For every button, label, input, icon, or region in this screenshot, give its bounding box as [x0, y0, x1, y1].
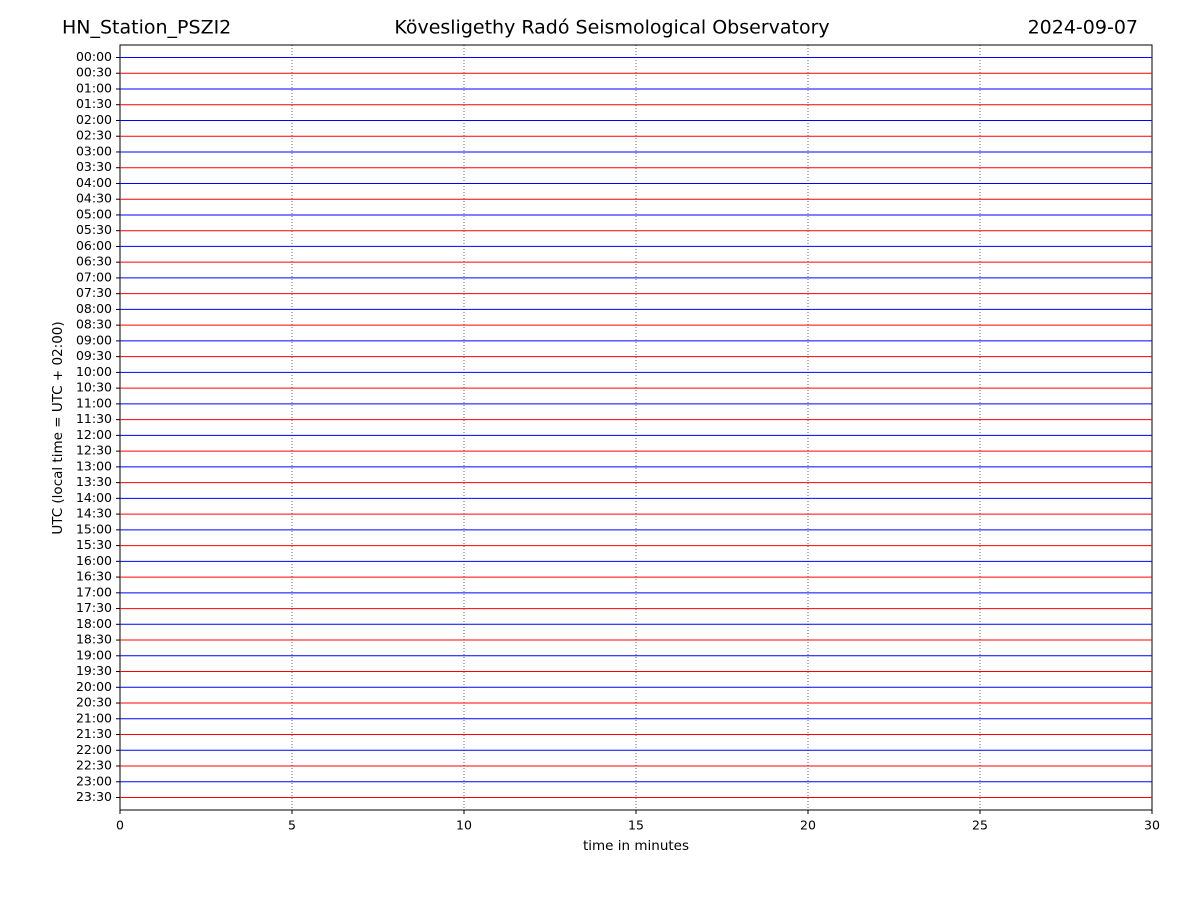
y-tick-label: 01:00	[76, 80, 112, 95]
y-tick-label: 00:30	[76, 65, 112, 80]
x-tick-label: 30	[1144, 818, 1160, 833]
station-title: HN_Station_PSZI2	[62, 17, 231, 39]
y-tick-label: 03:30	[76, 159, 112, 174]
y-tick-label: 14:30	[76, 506, 112, 521]
y-tick-label: 20:00	[76, 679, 112, 694]
y-tick-label: 11:30	[76, 411, 112, 426]
y-tick-label: 22:30	[76, 758, 112, 773]
y-axis-label: UTC (local time = UTC + 02:00)	[50, 321, 66, 534]
y-tick-label: 12:00	[76, 427, 112, 442]
y-tick-label: 02:30	[76, 128, 112, 143]
y-tick-label: 16:00	[76, 553, 112, 568]
y-tick-label: 09:30	[76, 348, 112, 363]
y-tick-label: 08:30	[76, 317, 112, 332]
x-axis-label: time in minutes	[583, 838, 689, 854]
y-tick-label: 22:00	[76, 742, 112, 757]
y-tick-label: 13:30	[76, 474, 112, 489]
x-tick-label: 0	[116, 818, 124, 833]
y-tick-label: 23:00	[76, 773, 112, 788]
date-title: 2024-09-07	[1028, 17, 1138, 39]
y-tick-label: 18:00	[76, 616, 112, 631]
y-tick-label: 02:00	[76, 112, 112, 127]
y-tick-label: 12:30	[76, 443, 112, 458]
y-tick-label: 05:00	[76, 206, 112, 221]
y-tick-label: 21:30	[76, 726, 112, 741]
y-tick-label: 06:30	[76, 254, 112, 269]
y-tick-label: 19:00	[76, 647, 112, 662]
y-tick-label: 06:00	[76, 238, 112, 253]
y-tick-label: 18:30	[76, 632, 112, 647]
y-tick-label: 05:30	[76, 222, 112, 237]
y-tick-label: 00:00	[76, 49, 112, 64]
x-tick-label: 10	[456, 818, 472, 833]
y-tick-label: 04:00	[76, 175, 112, 190]
y-tick-label: 19:30	[76, 663, 112, 678]
y-tick-label: 07:00	[76, 269, 112, 284]
y-tick-label: 10:00	[76, 364, 112, 379]
y-tick-label: 13:00	[76, 458, 112, 473]
y-tick-label: 15:30	[76, 537, 112, 552]
x-tick-label: 25	[972, 818, 988, 833]
y-tick-label: 17:30	[76, 600, 112, 615]
y-tick-label: 09:00	[76, 332, 112, 347]
y-tick-label: 10:30	[76, 380, 112, 395]
chart-title: Kövesligethy Radó Seismological Observat…	[394, 17, 829, 39]
x-tick-label: 5	[288, 818, 296, 833]
y-tick-label: 14:00	[76, 490, 112, 505]
y-tick-label: 07:30	[76, 285, 112, 300]
y-tick-label: 01:30	[76, 96, 112, 111]
x-tick-label: 20	[800, 818, 816, 833]
y-tick-label: 23:30	[76, 789, 112, 804]
y-tick-label: 21:00	[76, 710, 112, 725]
y-tick-label: 15:00	[76, 521, 112, 536]
x-tick-label: 15	[628, 818, 644, 833]
y-tick-label: 20:30	[76, 695, 112, 710]
y-tick-label: 16:30	[76, 569, 112, 584]
y-tick-label: 03:00	[76, 143, 112, 158]
y-tick-label: 08:00	[76, 301, 112, 316]
y-tick-label: 17:00	[76, 584, 112, 599]
y-tick-label: 11:00	[76, 395, 112, 410]
y-tick-label: 04:30	[76, 191, 112, 206]
